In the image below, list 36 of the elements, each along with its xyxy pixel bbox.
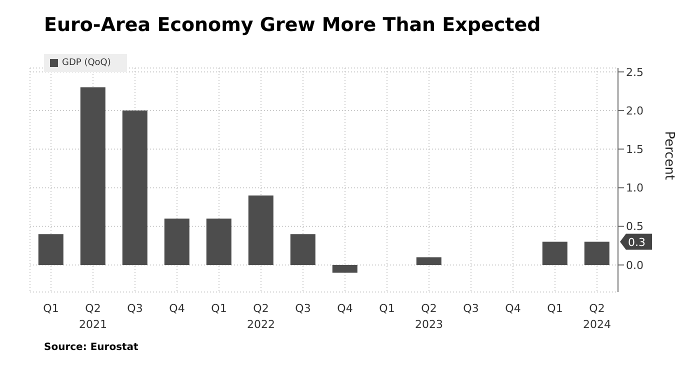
y-tick-label: 0.5 (626, 220, 644, 234)
bar (416, 257, 442, 265)
bar (122, 110, 148, 265)
x-tick-label: Q2 2024 (583, 302, 611, 331)
bar (248, 195, 274, 265)
x-tick-label: Q2 2022 (247, 302, 275, 331)
x-tick-label: Q3 (295, 302, 311, 315)
y-axis-title: Percent (661, 131, 676, 180)
x-tick-label: Q1 (43, 302, 59, 315)
source-note: Source: Eurostat (43, 342, 140, 353)
bar (38, 234, 64, 265)
y-tick-label: 1.0 (626, 182, 644, 195)
annotation: 0.3 (628, 236, 646, 249)
x-tick-label: Q2 2023 (415, 302, 443, 331)
chart-title: Euro-Area Economy Grew More Than Expected (43, 13, 542, 38)
bar (206, 218, 232, 265)
x-tick-label: Q4 (169, 302, 185, 315)
x-tick-label: Q1 (379, 302, 395, 315)
x-tick-label: Q4 (337, 302, 353, 315)
bar (164, 218, 190, 265)
x-tick-label: Q2 2021 (79, 302, 107, 331)
x-tick-label: Q1 (547, 302, 563, 315)
y-tick-label: 2.5 (626, 66, 644, 79)
x-tick-label: Q3 (127, 302, 143, 315)
y-tick-label: 0.0 (626, 258, 644, 272)
bar (332, 264, 358, 273)
y-tick-label: 1.5 (626, 143, 644, 156)
x-tick-label: Q1 (211, 302, 227, 315)
x-tick-label: Q4 (505, 302, 521, 315)
bar (290, 234, 316, 265)
bar (542, 242, 568, 265)
legend-label: GDP (QoQ) (62, 58, 111, 68)
x-tick-label: Q3 (463, 302, 479, 315)
bar (584, 242, 610, 265)
bar (80, 87, 106, 265)
y-tick-label: 2.0 (626, 104, 644, 118)
